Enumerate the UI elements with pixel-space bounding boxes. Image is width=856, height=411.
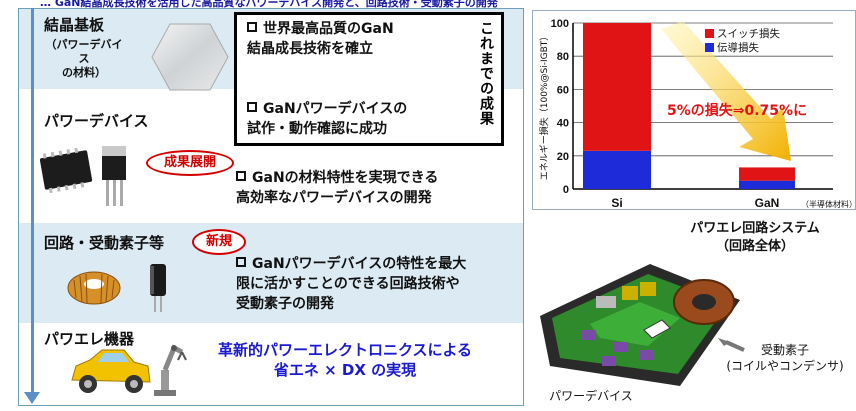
top-banner: … GaN結晶成長技術を活用した高品質なパワーデバイス開発と、回路技術・受動素子… — [40, 0, 498, 8]
chart-ylabel: エネルギー損失（100%@Si-IGBT） — [538, 32, 550, 181]
chart-category-note: （半導体材料） — [801, 199, 856, 209]
energy-loss-chart: 0 20 40 60 80 100 エネルギー損失（100%@Si-IGBT） Si GaN （半… — [532, 10, 856, 210]
flow-arrow-shaft — [31, 8, 34, 396]
chart-legend-label: スイッチ損失 — [717, 27, 780, 40]
chart-annotation: 5%の損失⇒0.75%に — [667, 102, 807, 119]
chart-ytick-label: 20 — [557, 151, 569, 163]
chart-category-label: Si — [611, 196, 622, 210]
final-goal-text: 革新的パワーエレクトロニクスによる 省エネ × DX の実現 — [217, 341, 473, 379]
power-device-chips-image — [39, 146, 126, 206]
chart-legend-swatch — [705, 29, 714, 38]
circuit-board-image — [540, 264, 745, 386]
development-device: GaNの材料特性を実現できる 高効率なパワーデバイスの開発 — [236, 170, 439, 206]
badge-new: 新規 — [192, 229, 246, 255]
stage-device-title: パワーデバイス — [44, 112, 149, 130]
achievements-vertical-label: これまでの成果 — [478, 21, 494, 126]
chart-legend-label: 伝導損失 — [717, 41, 759, 54]
achievements-box: 世界最高品質のGaN 結晶成長技術を確立 GaNパワーデバイスの 試作・動作確認… — [234, 12, 504, 146]
passive-component-callout: 受動素子 (コイルやコンデンサ) — [726, 343, 844, 373]
chart-bar-si-switching — [583, 23, 651, 151]
achievement-device: GaNパワーデバイスの 試作・動作確認に成功 — [247, 101, 408, 137]
car-robot-image — [71, 344, 187, 396]
coil-capacitor-image — [67, 264, 166, 312]
chart-ytick-label: 60 — [557, 84, 569, 96]
chart-category-label: GaN — [755, 196, 780, 210]
stage-crystal-sub: （パワーデバイス の材料） — [45, 38, 123, 79]
reduction-arrow-icon — [661, 21, 791, 161]
system-title: パワエレ回路システム （回路全体） — [690, 221, 820, 254]
chart-bar-gan-switching — [739, 167, 795, 181]
checkbox-square-icon — [247, 22, 257, 32]
checkbox-square-icon — [236, 171, 246, 181]
chart-bar-si-conduction — [583, 150, 651, 189]
badge-expansion: 成果展開 — [146, 150, 234, 176]
chart-legend-swatch — [705, 43, 714, 52]
wafer-image — [151, 23, 229, 91]
checkbox-square-icon — [236, 257, 246, 267]
power-device-callout: パワーデバイス — [549, 389, 633, 403]
stage-equipment-title: パワエレ機器 — [44, 330, 135, 348]
development-circuit: GaNパワーデバイスの特性を最大 限に活かすことのできる回路技術や 受動素子の開… — [236, 256, 467, 312]
chart-ytick-label: 0 — [563, 184, 569, 196]
achievement-crystal: 世界最高品質のGaN 結晶成長技術を確立 — [247, 21, 394, 57]
chart-bar-gan-conduction — [739, 180, 795, 189]
flow-arrow-head-icon — [24, 392, 40, 404]
checkbox-square-icon — [247, 102, 257, 112]
stage-crystal-title: 結晶基板 — [44, 16, 105, 34]
chart-ytick-label: 40 — [557, 118, 569, 130]
chart-ytick-label: 80 — [557, 51, 569, 63]
stage-circuit-title: 回路・受動素子等 — [44, 234, 165, 252]
chart-ytick-label: 100 — [551, 18, 569, 30]
